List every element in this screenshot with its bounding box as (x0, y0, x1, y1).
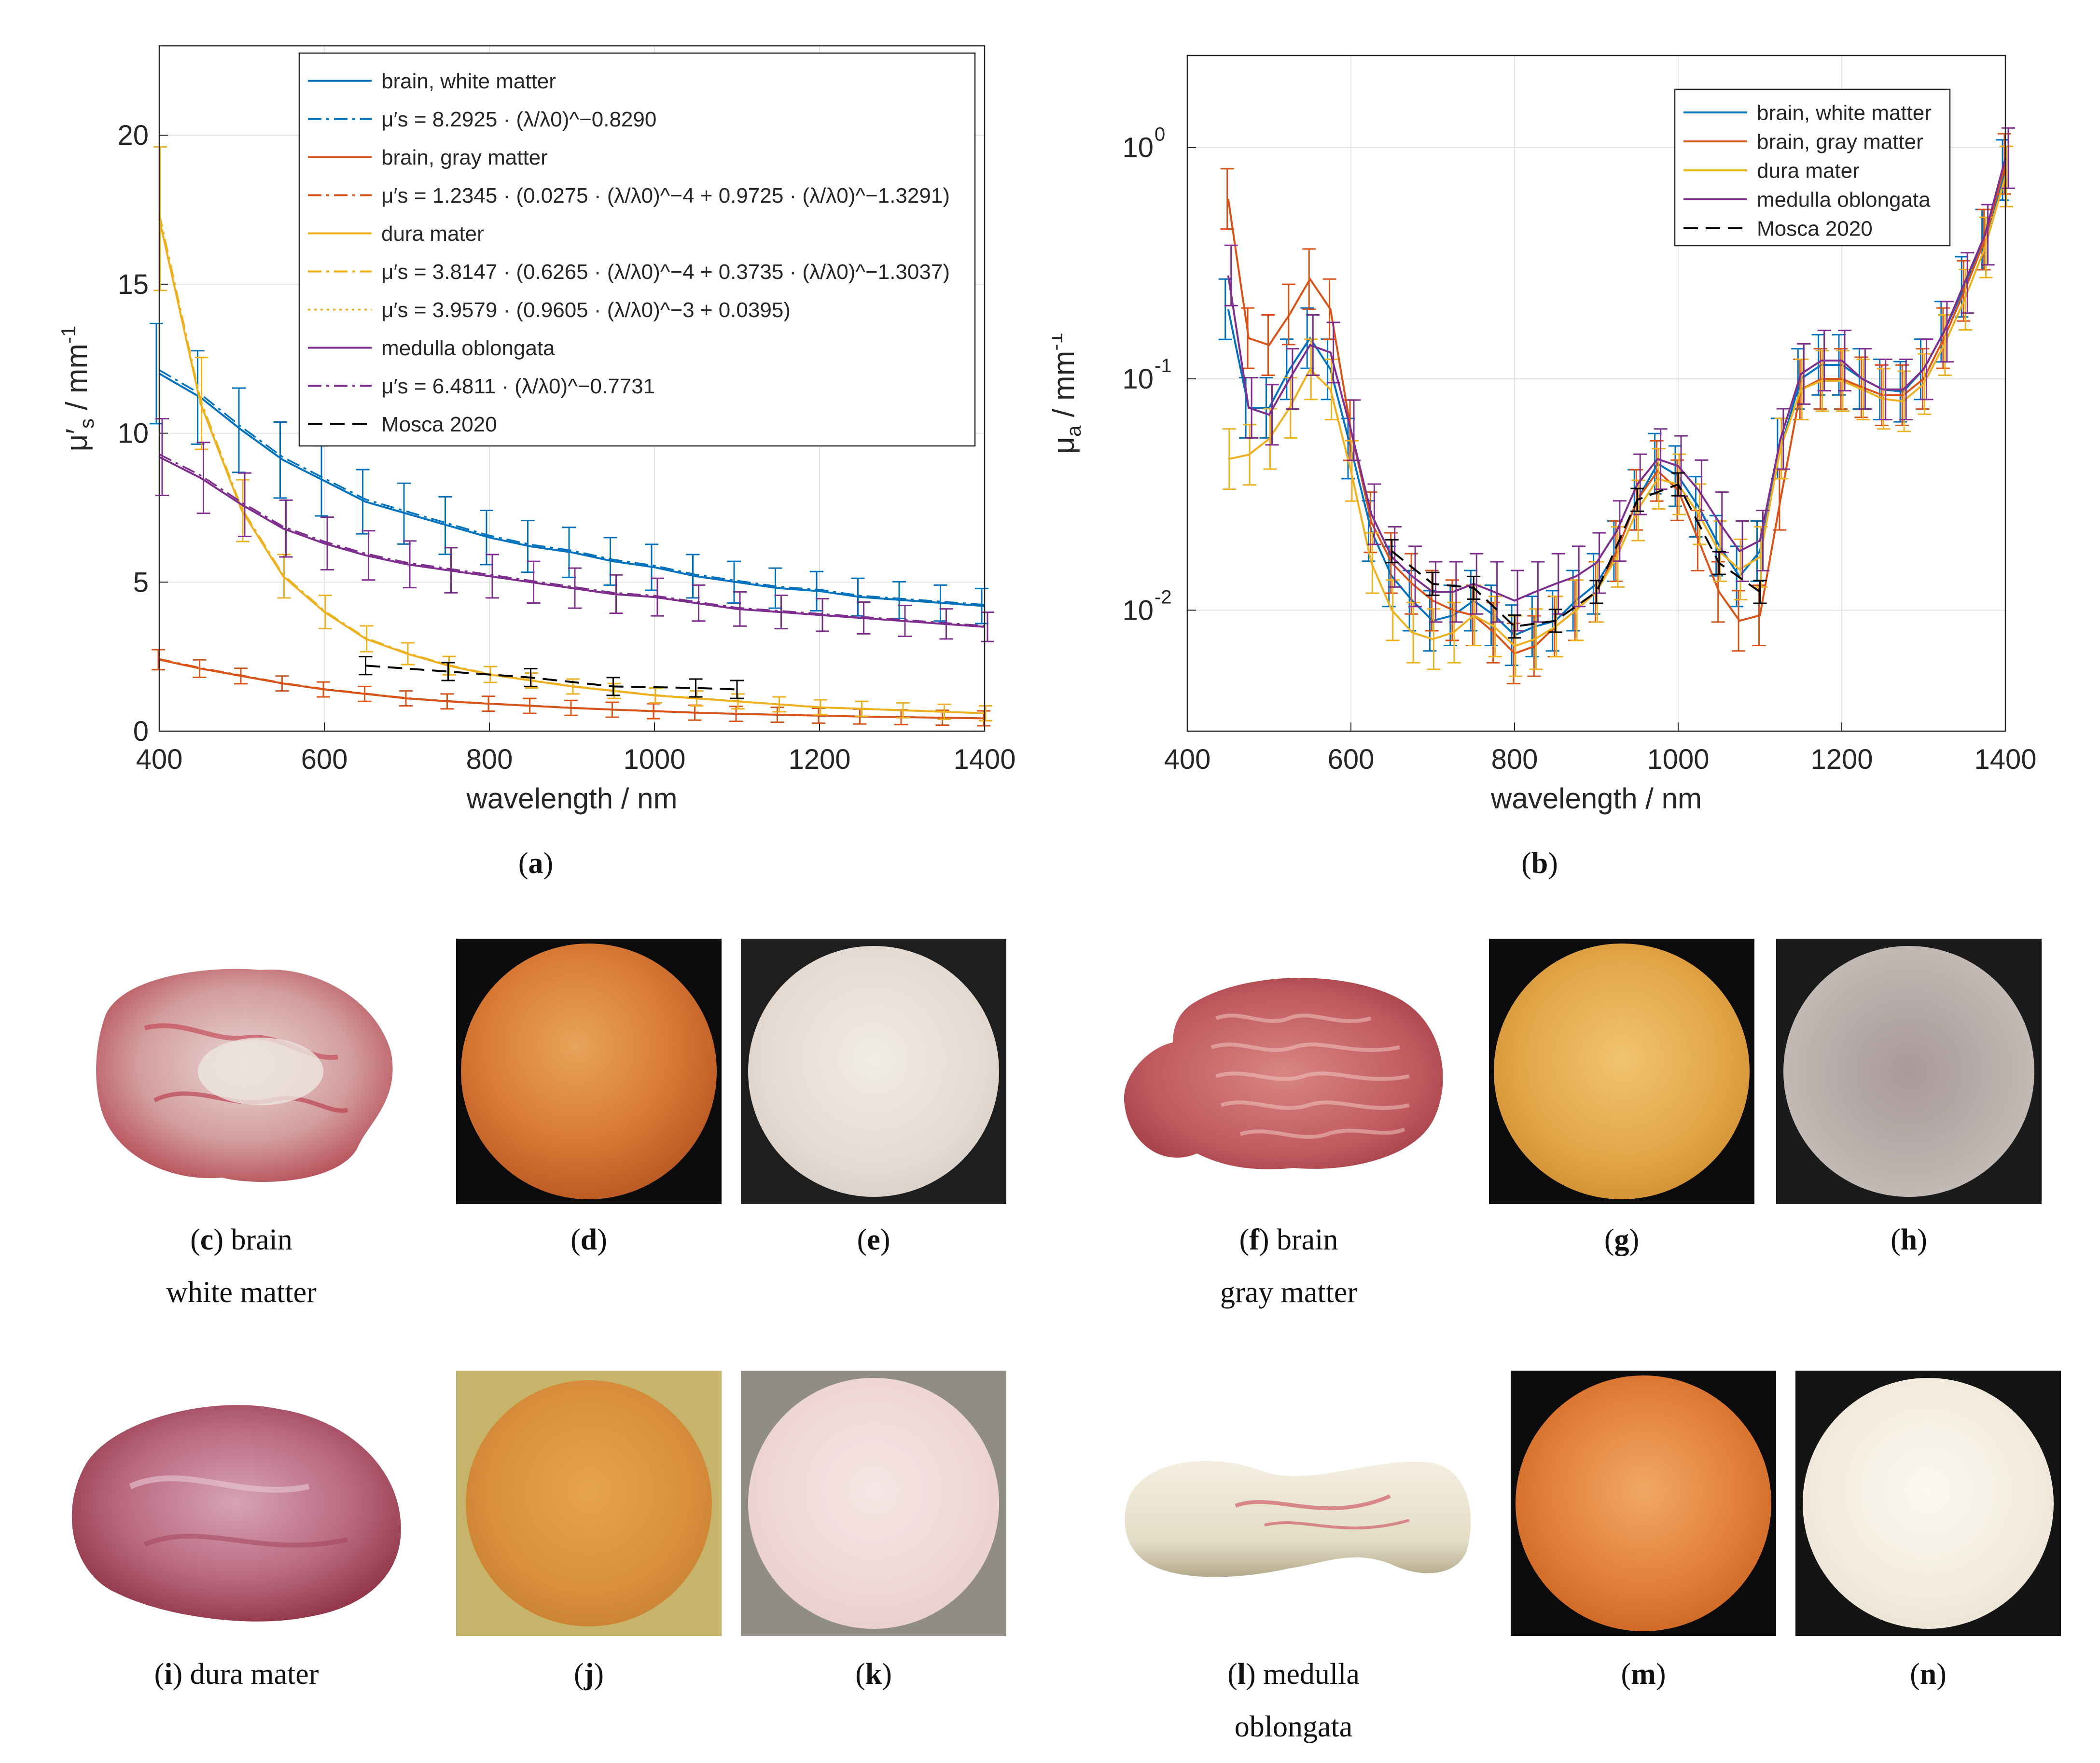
legend-label: brain, gray matter (381, 146, 548, 169)
legend-b: brain, white matter brain, gray matter dur… (1674, 88, 1951, 247)
series-line (1227, 158, 2006, 602)
fit-line (158, 213, 985, 714)
series-line (158, 373, 985, 607)
fit-line (159, 453, 985, 627)
x-tick-labels: 400 600 800 1000 1200 1400 (136, 744, 1016, 775)
x-axis-label: wavelength / nm (1490, 782, 1702, 815)
gray-matter-sample-photo-g (1489, 939, 1754, 1204)
legend-label: brain, gray matter (1757, 130, 1923, 153)
reference-line (365, 665, 737, 691)
caption-a: (a) (518, 847, 554, 880)
x-tick-label: 600 (1328, 744, 1375, 775)
legend-label: brain, white matter (381, 69, 556, 93)
caption-g: (g) (1604, 1223, 1640, 1256)
medulla-sample-photo-n (1795, 1371, 2061, 1636)
legend-label: Mosca 2020 (381, 413, 497, 436)
legend-a: brain, white matter μ′s = 8.2925 · (λ/λ0)… (298, 52, 976, 447)
series-line (159, 456, 985, 628)
x-tick-label: 400 (136, 744, 183, 775)
x-tick-label: 1400 (1974, 744, 2036, 775)
x-tick-label: 800 (1491, 744, 1538, 775)
y-tick-exponent: -2 (1154, 586, 1172, 608)
legend-label: dura mater (1757, 159, 1860, 182)
x-tick-label: 1200 (1810, 744, 1873, 775)
caption-b: (b) (1521, 847, 1558, 880)
y-tick-exponent: 0 (1154, 124, 1165, 145)
fit-line (159, 658, 985, 719)
x-tick-label: 1200 (788, 744, 850, 775)
legend-label: brain, white matter (1757, 101, 1932, 125)
gray-matter-sample-photo-h (1776, 939, 2042, 1204)
caption-k: (k) (855, 1658, 892, 1691)
legend-label: dura mater (381, 222, 484, 246)
x-tick-labels: 400 600 800 1000 1200 1400 (1164, 744, 2037, 775)
fit-line (159, 369, 985, 606)
medulla-sample-photo-m (1511, 1371, 1776, 1636)
y-tick-label: 15 (117, 269, 149, 300)
caption-j: (j) (574, 1658, 604, 1691)
legend-label: μ′s = 3.9579 · (0.9605 · (λ/λ0)^−3 + 0.0… (381, 298, 791, 322)
caption-e: (e) (857, 1223, 890, 1256)
legend-label: Mosca 2020 (1757, 217, 1873, 240)
caption-h: (h) (1891, 1223, 1927, 1256)
legend-label: medulla oblongata (381, 336, 555, 360)
y-tick-label: 10 (1122, 363, 1154, 395)
caption-i: (i) dura mater (154, 1658, 319, 1691)
plot-frame (158, 45, 986, 732)
caption-d: (d) (570, 1223, 607, 1256)
x-tick-label: 400 (1164, 744, 1211, 775)
data-series (1218, 127, 2015, 685)
y-tick-label: 5 (133, 567, 149, 598)
x-tick-label: 1000 (1647, 744, 1709, 775)
scattering-chart: 400 600 800 1000 1200 1400 0 5 10 15 20 wavelength … (57, 45, 1016, 815)
y-tick-label: 20 (117, 120, 149, 151)
y-tick-label: 10 (117, 418, 149, 449)
x-tick-label: 800 (466, 744, 513, 775)
dura-mater-sample-photo-j (456, 1371, 722, 1636)
y-axis-label: μ′s / mm-1 (57, 326, 98, 452)
reference-line (1391, 483, 1761, 628)
dura-mater-sample-photo-k (741, 1371, 1006, 1636)
x-axis-label: wavelength / nm (466, 782, 678, 815)
legend-label: μ′s = 3.8147 · (0.6265 · (λ/λ0)^−4 + 0.3… (381, 260, 950, 284)
white-matter-sample-photo-d (456, 939, 722, 1204)
legend-label: μ′s = 6.4811 · (λ/λ0)^−0.7731 (381, 375, 655, 398)
dura-mater-photo (58, 1390, 405, 1631)
x-tick-label: 1000 (623, 744, 685, 775)
gray-matter-brain-photo (1120, 960, 1458, 1187)
plot-frame (1186, 55, 2006, 732)
white-matter-brain-photo (87, 956, 396, 1197)
y-tick-label: 0 (133, 716, 149, 747)
caption-c: (c) brain white matter (166, 1223, 317, 1309)
y-axis-label: μa / mm-1 (1052, 333, 1085, 454)
data-series (150, 146, 994, 727)
caption-l: (l) medulla oblongata (1227, 1658, 1360, 1743)
y-tick-label: 10 (1122, 132, 1154, 164)
caption-f: (f) brain gray matter (1220, 1223, 1358, 1309)
y-tick-exponent: -1 (1154, 355, 1172, 376)
legend-box (298, 52, 976, 447)
white-matter-sample-photo-e (741, 939, 1006, 1204)
series-line (158, 218, 985, 714)
x-tick-label: 1400 (953, 744, 1015, 775)
legend-label: μ′s = 8.2925 · (λ/λ0)^−0.8290 (381, 108, 656, 131)
y-tick-label: 10 (1122, 595, 1154, 626)
y-tick-labels: 0 5 10 15 20 (117, 120, 149, 747)
caption-m: (m) (1621, 1658, 1666, 1691)
caption-n: (n) (1910, 1658, 1947, 1691)
legend-label: medulla oblongata (1757, 188, 1931, 211)
x-tick-label: 600 (301, 744, 348, 775)
legend-label: μ′s = 1.2345 · (0.0275 · (λ/λ0)^−4 + 0.9… (381, 184, 950, 208)
legend-box (1674, 88, 1951, 247)
medulla-oblongata-photo (1120, 1438, 1477, 1588)
